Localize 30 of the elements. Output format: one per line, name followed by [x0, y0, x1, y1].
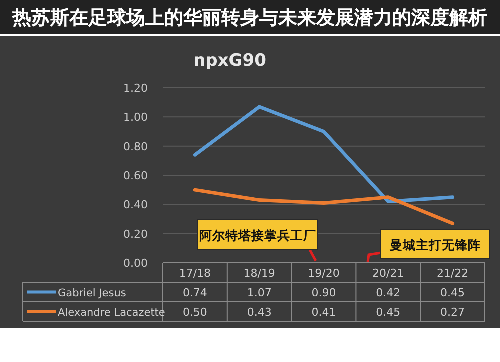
line-series	[193, 105, 455, 204]
y-tick-label: 0.60	[124, 170, 148, 182]
legend-label: Gabriel Jesus	[58, 288, 126, 300]
y-tick-label: 1.00	[124, 111, 148, 124]
x-tick-label: 17/18	[179, 267, 212, 280]
chart-title: npxG90	[194, 51, 267, 71]
chart-subtitle: 热苏斯在足球场上的华丽转身与未来发展潜力的深度解析	[12, 7, 488, 29]
x-tick-label: 21/22	[436, 267, 469, 280]
y-tick-label: 0.00	[124, 257, 148, 270]
x-tick-label: 19/20	[308, 267, 340, 280]
data-label: 0.45	[376, 306, 401, 319]
data-label: 0.74	[182, 286, 208, 300]
y-tick-label: 0.40	[124, 198, 148, 212]
x-tick-label: 20/21	[372, 267, 404, 280]
data-label: 0.90	[312, 286, 336, 300]
x-tick-label: 18/19	[244, 267, 276, 280]
y-tick-label: 0.80	[124, 140, 148, 154]
line-series	[193, 188, 455, 226]
data-label: 0.42	[376, 286, 401, 300]
annotation: 曼城主打无锋阵	[389, 238, 481, 252]
y-tick-label: 1.20	[124, 82, 148, 95]
data-label: 0.45	[440, 286, 466, 300]
y-tick-label: 0.20	[124, 228, 148, 241]
data-label: 0.41	[312, 306, 336, 319]
data-label: 0.43	[247, 306, 272, 319]
data-label: 0.27	[440, 306, 466, 319]
legend-label: Alexandre Lacazette	[58, 307, 166, 319]
data-label: 1.07	[247, 286, 272, 300]
annotation: 阿尔特塔接掌兵工厂	[200, 228, 316, 243]
data-label: 0.50	[182, 306, 208, 319]
